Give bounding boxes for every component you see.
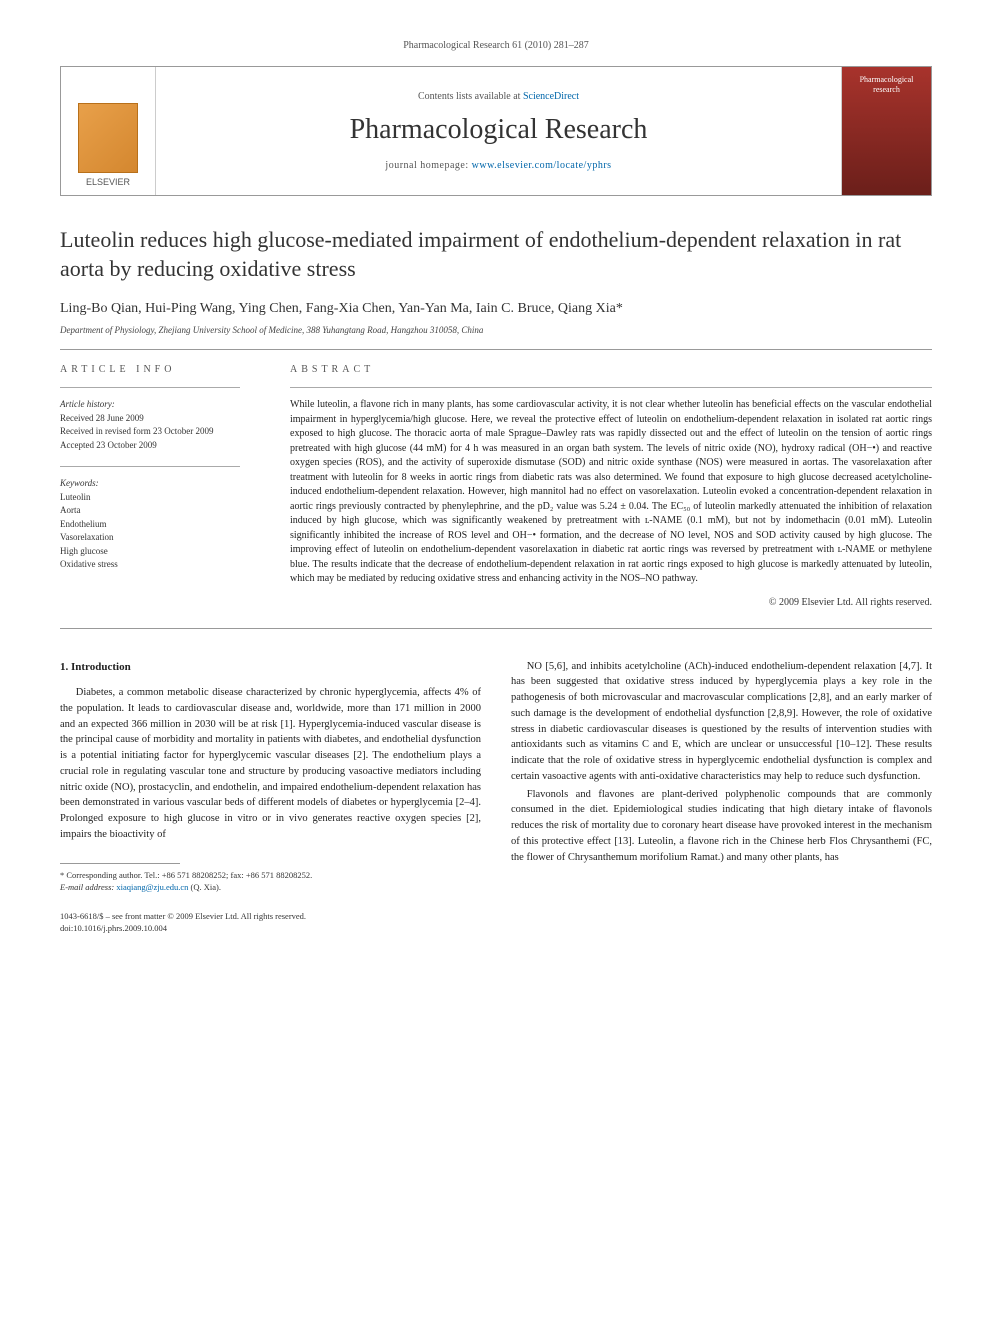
section-heading: 1. Introduction [60,659,481,676]
journal-banner: ELSEVIER Contents lists available at Sci… [60,66,932,196]
history-label: Article history: [60,398,260,412]
abstract-text: While luteolin, a flavone rich in many p… [290,398,932,587]
divider [60,349,932,350]
homepage-line: journal homepage: www.elsevier.com/locat… [385,160,611,171]
corresponding-footnote: * Corresponding author. Tel.: +86 571 88… [60,870,481,894]
journal-name: Pharmacological Research [350,114,648,146]
received-date: Received 28 June 2009 [60,412,260,426]
elsevier-logo-icon [78,103,138,173]
footnote-divider [60,863,180,864]
keyword: Endothelium [60,518,260,532]
keyword: High glucose [60,545,260,559]
keyword: Vasorelaxation [60,531,260,545]
footer-block: 1043-6618/$ – see front matter © 2009 El… [60,911,481,935]
corresponding-text: * Corresponding author. Tel.: +86 571 88… [60,870,481,882]
article-info-label: ARTICLE INFO [60,364,260,375]
abstract-divider [290,387,932,388]
info-divider [60,466,240,467]
article-title: Luteolin reduces high glucose-mediated i… [60,226,932,283]
contents-prefix: Contents lists available at [418,91,523,102]
email-suffix: (Q. Xia). [191,882,221,892]
accepted-date: Accepted 23 October 2009 [60,439,260,453]
journal-cover: Pharmacological research [841,67,931,195]
divider [60,628,932,629]
affiliation: Department of Physiology, Zhejiang Unive… [60,325,932,335]
keyword: Luteolin [60,491,260,505]
abstract-label: ABSTRACT [290,364,932,375]
body-paragraph: NO [5,6], and inhibits acetylcholine (AC… [511,659,932,785]
info-abstract-row: ARTICLE INFO Article history: Received 2… [60,364,932,608]
email-line: E-mail address: xiaqiang@zju.edu.cn (Q. … [60,882,481,894]
homepage-prefix: journal homepage: [385,160,471,171]
revised-date: Received in revised form 23 October 2009 [60,425,260,439]
info-divider [60,387,240,388]
article-info-column: ARTICLE INFO Article history: Received 2… [60,364,260,608]
sciencedirect-link[interactable]: ScienceDirect [523,91,579,102]
footer-doi: doi:10.1016/j.phrs.2009.10.004 [60,923,481,935]
cover-title: Pharmacological research [846,75,927,94]
abstract-column: ABSTRACT While luteolin, a flavone rich … [290,364,932,608]
email-link[interactable]: xiaqiang@zju.edu.cn [116,882,188,892]
history-block: Article history: Received 28 June 2009 R… [60,398,260,452]
keyword: Aorta [60,504,260,518]
keywords-block: Keywords: Luteolin Aorta Endothelium Vas… [60,477,260,572]
footer-line1: 1043-6618/$ – see front matter © 2009 El… [60,911,481,923]
publisher-cell: ELSEVIER [61,67,156,195]
contents-line: Contents lists available at ScienceDirec… [418,91,579,102]
keywords-label: Keywords: [60,477,260,491]
elsevier-label: ELSEVIER [86,177,130,187]
body-paragraph: Flavonols and flavones are plant-derived… [511,787,932,866]
authors-line: Ling-Bo Qian, Hui-Ping Wang, Ying Chen, … [60,301,932,317]
citation-text: Pharmacological Research 61 (2010) 281–2… [403,40,589,51]
email-label: E-mail address: [60,882,114,892]
body-paragraph: Diabetes, a common metabolic disease cha… [60,685,481,843]
banner-center: Contents lists available at ScienceDirec… [156,67,841,195]
body-column-left: 1. Introduction Diabetes, a common metab… [60,659,481,936]
body-column-right: NO [5,6], and inhibits acetylcholine (AC… [511,659,932,936]
homepage-link[interactable]: www.elsevier.com/locate/yphrs [472,160,612,171]
body-columns: 1. Introduction Diabetes, a common metab… [60,659,932,936]
abstract-copyright: © 2009 Elsevier Ltd. All rights reserved… [290,597,932,608]
running-header: Pharmacological Research 61 (2010) 281–2… [60,40,932,51]
keyword: Oxidative stress [60,558,260,572]
